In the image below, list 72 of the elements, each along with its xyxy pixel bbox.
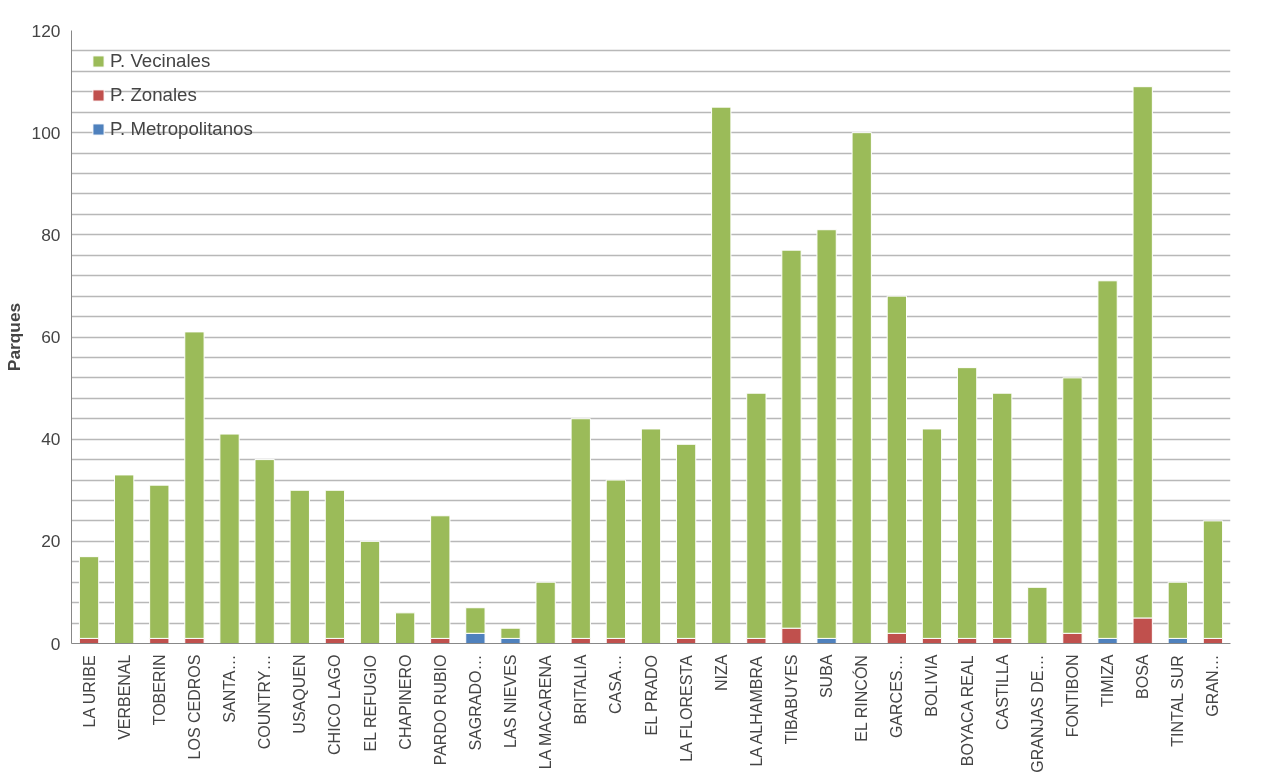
legend-label: P. Zonales: [110, 84, 197, 106]
y-axis-title: Parques: [3, 302, 24, 372]
x-tick-label: EL REFUGIO: [361, 655, 379, 752]
x-tick-label: LAS NIEVES: [502, 654, 520, 748]
x-tick-label: BOYACA REAL: [958, 655, 976, 767]
y-tick-label: 20: [41, 531, 61, 552]
legend-label: P. Vecinales: [110, 50, 211, 72]
x-tick-label: CHICO LAGO: [326, 654, 344, 755]
y-tick-label: 80: [41, 224, 61, 245]
x-tick-label: GARCES…: [888, 654, 906, 739]
x-tick-label: VERBENAL: [115, 654, 133, 740]
x-tick-label: CHAPINERO: [396, 654, 414, 750]
x-tick-label: FONTIBON: [1063, 654, 1081, 738]
y-tick-label: 60: [41, 327, 61, 347]
x-tick-label: TIMIZA: [1099, 654, 1117, 707]
bar: [851, 132, 872, 644]
bar: [149, 484, 170, 639]
bar: [535, 581, 556, 644]
bar: [219, 433, 240, 644]
x-tick-label: SUBA: [818, 654, 836, 699]
y-tick-label: 100: [31, 122, 61, 143]
x-tick-label: SAGRADO…: [466, 654, 484, 751]
bar: [254, 459, 275, 644]
bar: [430, 515, 451, 639]
bar: [394, 612, 416, 644]
bar: [570, 418, 591, 639]
x-tick-label: PARDO RUBIO: [431, 654, 449, 766]
bar: [1097, 280, 1118, 639]
bar: [359, 540, 381, 644]
bar: [114, 474, 135, 644]
bar: [184, 331, 205, 639]
x-tick-label: LA URIBE: [80, 655, 98, 728]
x-tick-label: CASA…: [607, 654, 625, 715]
x-tick-label: TIBABUYES: [782, 654, 800, 745]
x-tick-label: EL PRADO: [642, 655, 660, 736]
x-tick-label: LA MACARENA: [537, 655, 555, 770]
bar: [956, 367, 978, 639]
bar: [324, 489, 346, 639]
x-tick-label: SANTA…: [221, 654, 239, 723]
bar: [1167, 581, 1188, 639]
x-tick-label: CASTILLA: [993, 654, 1011, 731]
x-tick-label: COUNTRY…: [256, 654, 274, 750]
bar: [711, 106, 732, 644]
bar: [640, 428, 662, 644]
x-tick-label: GRAN…: [1204, 654, 1222, 717]
x-tick-label: NIZA: [712, 654, 730, 691]
x-tick-label: BOSA: [1134, 654, 1152, 699]
x-tick-label: LOS CEDROS: [185, 654, 203, 760]
y-tick-label: 120: [31, 20, 61, 41]
x-tick-label: LA FLORESTA: [677, 655, 695, 762]
bar: [1202, 520, 1224, 639]
x-tick-label: BRITALIA: [572, 654, 590, 725]
bar: [921, 428, 943, 639]
bar: [500, 627, 521, 639]
x-tick-label: BOLIVIA: [923, 654, 941, 717]
bar: [992, 392, 1013, 639]
legend-label: P. Metropolitanos: [110, 118, 253, 140]
y-tick-label: 40: [41, 429, 61, 450]
bar: [816, 229, 837, 639]
x-tick-label: GRANJAS DE…: [1028, 654, 1046, 773]
bar: [78, 556, 100, 639]
x-tick-label: TINTAL SUR: [1169, 655, 1187, 747]
x-tick-label: EL RINCÓN: [852, 655, 871, 742]
bar: [746, 392, 767, 639]
x-tick-label: TOBERIN: [150, 654, 168, 726]
bar: [289, 489, 310, 644]
x-tick-label: LA ALHAMBRA: [747, 655, 765, 767]
bar: [605, 479, 627, 639]
y-tick-label: 0: [50, 633, 61, 654]
bar: [675, 443, 697, 639]
bar: [1027, 586, 1048, 644]
x-tick-label: USAQUEN: [291, 654, 309, 734]
